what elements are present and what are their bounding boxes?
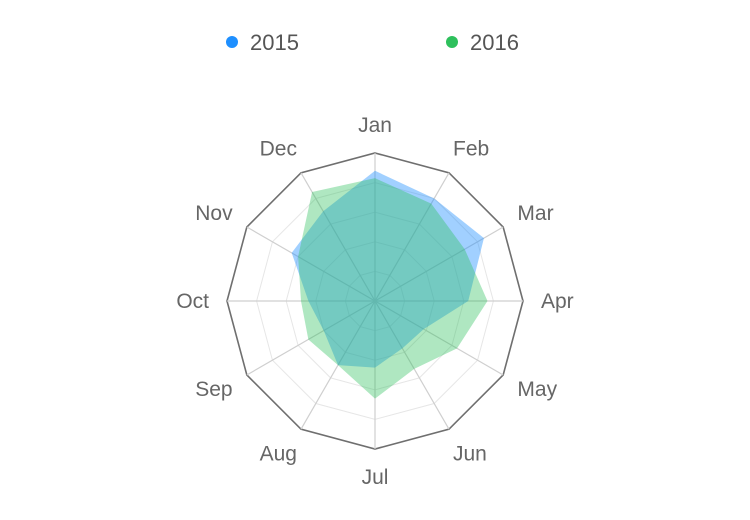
legend-marker-2015 (226, 36, 238, 48)
grid-spoke (374, 300, 450, 430)
axis-label-feb: Feb (453, 138, 489, 161)
axis-label-may: May (517, 378, 557, 401)
grid-spoke (300, 172, 376, 302)
axis-label-dec: Dec (260, 138, 297, 161)
axis-label-apr: Apr (541, 290, 574, 313)
grid-spoke (246, 226, 376, 302)
legend-item-2015[interactable]: 2015 (226, 30, 299, 55)
legend-marker-2016 (446, 36, 458, 48)
axis-label-jul: Jul (362, 466, 389, 489)
axis-labels: Jan Feb Mar Apr May Jun Jul Aug Sep Oct Nov Dec (176, 114, 573, 489)
series-area-2015[interactable] (291, 170, 484, 368)
grid-spoke (374, 172, 450, 302)
legend-label-2015: 2015 (250, 30, 299, 55)
axis-label-jan: Jan (358, 114, 392, 137)
grid-spoke (246, 300, 376, 376)
legend: 2015 2016 (226, 30, 519, 55)
grid-spoke (374, 226, 504, 302)
axis-label-oct: Oct (176, 290, 209, 313)
axis-label-aug: Aug (260, 442, 297, 465)
axis-label-sep: Sep (195, 378, 232, 401)
axis-label-jun: Jun (453, 442, 487, 465)
grid-spoke (300, 300, 376, 430)
radar-grid (226, 152, 524, 450)
series-areas (291, 170, 488, 399)
grid-spoke (374, 300, 504, 376)
axis-label-mar: Mar (517, 202, 553, 225)
series-area-2016[interactable] (298, 178, 488, 399)
axis-label-nov: Nov (195, 202, 233, 225)
legend-label-2016: 2016 (470, 30, 519, 55)
legend-item-2016[interactable]: 2016 (446, 30, 519, 55)
